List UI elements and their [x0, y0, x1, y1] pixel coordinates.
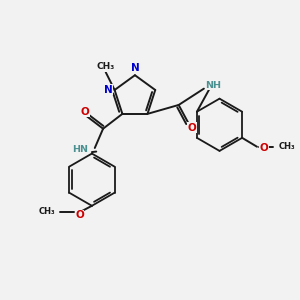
Text: O: O: [259, 143, 268, 153]
Text: CH₃: CH₃: [39, 207, 56, 216]
Text: O: O: [75, 210, 84, 220]
Text: CH₃: CH₃: [278, 142, 295, 151]
Text: O: O: [81, 107, 90, 117]
Text: HN: HN: [72, 145, 88, 154]
Text: CH₃: CH₃: [97, 62, 115, 71]
Text: NH: NH: [206, 81, 221, 90]
Text: N: N: [104, 85, 112, 95]
Text: N: N: [130, 63, 139, 73]
Text: O: O: [188, 123, 196, 133]
